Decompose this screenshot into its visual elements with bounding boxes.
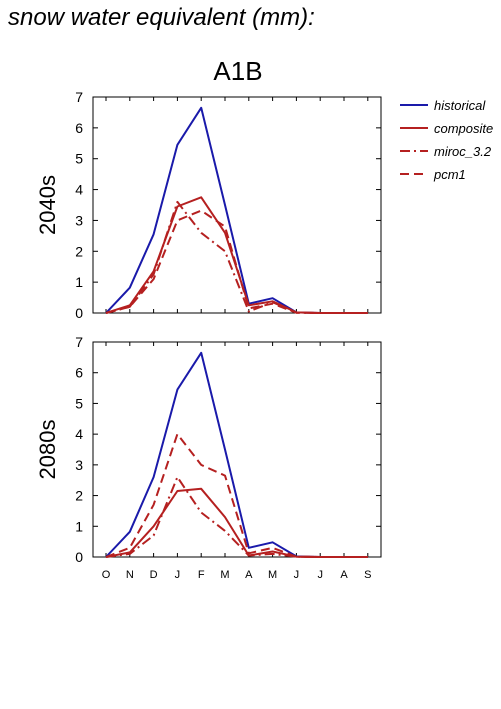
legend-label: miroc_3.2 xyxy=(434,144,492,159)
x-tick-label: S xyxy=(364,569,371,581)
x-tick-label: M xyxy=(220,569,229,581)
plot-frame xyxy=(92,96,382,314)
panel-2040s: 0 1 2 3 4 5 6 7 2040s xyxy=(35,89,382,321)
panel-2080s: 0 1 2 3 4 5 6 7 2080s xyxy=(35,334,382,565)
scenario-title: A1B xyxy=(213,56,263,86)
series-miroc-3-2 xyxy=(105,476,368,558)
chart-title: snow water equivalent (mm): xyxy=(8,4,315,31)
y-tick-label: 6 xyxy=(75,365,83,381)
y-tick-label: 4 xyxy=(75,426,83,442)
x-tick-label: J xyxy=(175,569,181,581)
y-tick-label: 1 xyxy=(75,518,83,534)
x-tick-label: A xyxy=(245,569,253,581)
series-pcm1 xyxy=(105,209,368,314)
y-tick-label: 5 xyxy=(75,395,83,411)
x-tick-label: J xyxy=(294,569,300,581)
y-tick-label: 0 xyxy=(75,549,83,565)
y-tick-label: 3 xyxy=(75,457,83,473)
y-tick-label: 6 xyxy=(75,120,83,136)
legend-label: composite xyxy=(434,121,493,136)
row-label-2040s: 2040s xyxy=(35,175,60,235)
y-tick-label: 3 xyxy=(75,212,83,228)
legend-label: historical xyxy=(434,98,486,113)
series-composite xyxy=(105,487,368,558)
legend: historical composite miroc_3.2 pcm1 xyxy=(400,98,493,182)
x-tick-label: M xyxy=(268,569,277,581)
x-tick-label: A xyxy=(340,569,348,581)
y-tick-label: 5 xyxy=(75,151,83,167)
x-tick-label: N xyxy=(126,569,134,581)
y-tick-label: 7 xyxy=(75,334,83,350)
x-tick-label: D xyxy=(150,569,158,581)
y-tick-label: 1 xyxy=(75,274,83,290)
y-tick-label: 4 xyxy=(75,182,83,198)
legend-label: pcm1 xyxy=(433,167,466,182)
plot-frame xyxy=(92,341,382,558)
x-tick-label: F xyxy=(198,569,205,581)
x-tick-label: J xyxy=(317,569,323,581)
series-pcm1 xyxy=(105,433,368,558)
y-tick-label: 7 xyxy=(75,89,83,105)
y-tick-label: 2 xyxy=(75,243,83,259)
y-tick-label: 2 xyxy=(75,488,83,504)
row-label-2080s: 2080s xyxy=(35,420,60,480)
y-tick-label: 0 xyxy=(75,305,83,321)
series-historical xyxy=(105,351,368,558)
x-tick-label: O xyxy=(102,569,111,581)
